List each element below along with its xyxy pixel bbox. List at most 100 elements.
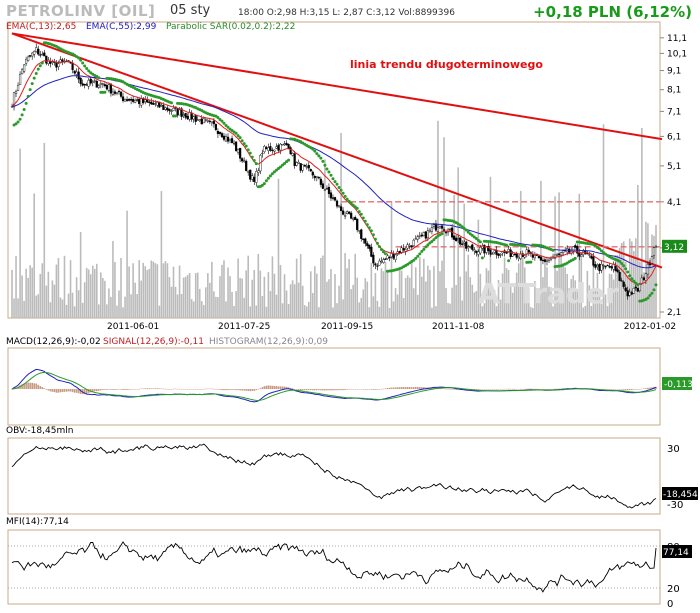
histogram-bar [546, 389, 548, 390]
histogram-bar [534, 388, 536, 390]
histogram-bar [138, 388, 140, 390]
candle-body [301, 164, 304, 171]
histogram-bar [98, 389, 100, 391]
volume-bar [455, 285, 457, 318]
sar-dot [246, 148, 250, 152]
candle-body [388, 257, 391, 259]
histogram-bar [655, 386, 657, 390]
y-tick-label: 5,1 [667, 162, 681, 172]
volume-bar [172, 266, 175, 318]
histogram-bar [451, 389, 453, 390]
histogram-bar [91, 389, 94, 392]
histogram-bar [174, 388, 177, 390]
sar-dot [377, 245, 381, 249]
histogram-bar [378, 389, 381, 390]
sar-dot [602, 251, 606, 255]
histogram-bar [186, 389, 189, 390]
histogram-bar [400, 387, 403, 390]
sar-dot [28, 88, 32, 92]
histogram-bar [376, 389, 379, 390]
sar-dot [654, 283, 658, 287]
histogram-bar [180, 389, 183, 390]
histogram-bar [142, 388, 145, 390]
histogram-bar [108, 389, 110, 390]
volume-bar [251, 279, 254, 318]
histogram-bar [360, 389, 363, 390]
candle-body [228, 138, 232, 141]
volume-bar [227, 267, 229, 318]
sar-dot [339, 188, 343, 192]
histogram-bar [207, 388, 209, 390]
histogram-bar [150, 388, 153, 390]
histogram-bar [441, 388, 443, 390]
candle-body [101, 83, 104, 85]
volume-bar [209, 282, 211, 318]
volume-bar [134, 282, 136, 318]
histogram-bar [132, 389, 134, 390]
histogram-bar [168, 388, 171, 390]
sar-dot [523, 244, 527, 248]
histogram-bar [243, 389, 245, 391]
candle-body [457, 238, 460, 240]
y-tick-label: 9,1 [667, 67, 681, 77]
volume-bar [65, 304, 68, 318]
volume-bar [400, 270, 403, 318]
candle-body [624, 287, 627, 291]
sar-dot [363, 219, 367, 223]
candle-body [289, 147, 292, 155]
sar-dot [260, 183, 264, 187]
sar-dot [250, 155, 254, 159]
volume-bar [586, 270, 589, 318]
histogram-bar [558, 388, 560, 390]
sar-dot [369, 229, 373, 233]
volume-bar [509, 286, 512, 318]
volume-bar [194, 273, 197, 318]
sar-dot [529, 260, 533, 264]
volume-bar [77, 290, 80, 318]
last-price-label: 3,12 [664, 243, 684, 253]
candle-body [378, 260, 381, 266]
volume-bar [305, 306, 308, 318]
sar-dot [77, 56, 81, 60]
sar-dot [287, 158, 291, 162]
histogram-bar [93, 389, 96, 392]
volume-bar [299, 254, 302, 318]
histogram-bar [128, 389, 130, 390]
histogram-bar [612, 389, 615, 390]
histogram-bar [29, 382, 31, 390]
candle-body [216, 130, 220, 134]
volume-bar [372, 296, 375, 318]
candle-body [354, 217, 357, 221]
sar-dot [426, 243, 430, 247]
volume-bar [154, 263, 157, 318]
sar-dot [32, 76, 36, 80]
candle-body [463, 241, 466, 244]
histogram-bar [144, 388, 147, 390]
candle-body [346, 211, 349, 215]
histogram-bar [388, 387, 391, 390]
histogram-bar [362, 389, 365, 390]
candle-body [630, 292, 633, 295]
histogram-bar [21, 384, 23, 390]
x-tick-label: 2011-06-01 [107, 322, 159, 332]
sar-dot [329, 173, 333, 177]
sar-dot [470, 233, 474, 237]
candle-body [517, 257, 520, 259]
candle-body [509, 249, 512, 258]
candle-body [198, 119, 201, 121]
sar-dot [626, 270, 630, 274]
candle-body [614, 265, 617, 271]
volume-bar [546, 267, 548, 318]
candle-body [204, 119, 207, 121]
volume-bar [475, 291, 478, 318]
candle-body [654, 246, 658, 248]
candle-body [511, 253, 514, 257]
volume-bar [322, 255, 324, 318]
volume-bar [98, 304, 100, 318]
candle-body [513, 254, 516, 256]
volume-bar [239, 277, 241, 318]
sar-dot [430, 239, 434, 243]
volume-bar [192, 301, 195, 318]
histogram-bar [303, 389, 306, 391]
